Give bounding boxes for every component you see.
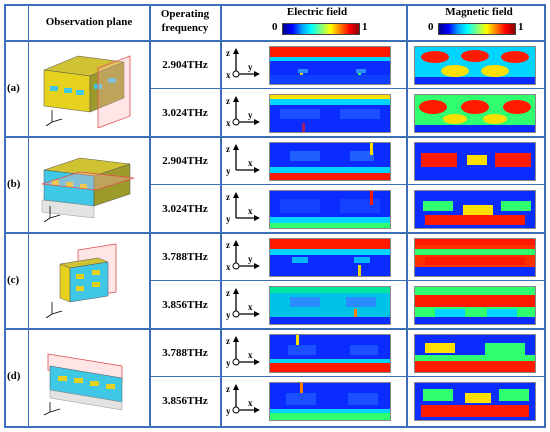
electric-colorbar xyxy=(282,23,360,35)
row-label-a: (a) xyxy=(7,82,20,94)
magnetic-field-map-a-top xyxy=(414,46,536,85)
freq-b-bottom: 3.024THz xyxy=(162,203,208,215)
svg-text:z: z xyxy=(226,288,230,298)
figure-table: Observation plane Operating frequency El… xyxy=(4,4,546,428)
svg-text:x: x xyxy=(226,262,231,272)
svg-text:x: x xyxy=(226,118,231,128)
magnetic-field-map-c-bottom xyxy=(414,286,536,325)
magnetic-field-map-a-bottom xyxy=(414,94,536,133)
axis-indicator-a-top: z x y xyxy=(226,46,262,80)
header-electric-field: Electric field xyxy=(286,6,348,18)
electric-scale-max: 1 xyxy=(362,21,368,33)
svg-text:x: x xyxy=(248,206,253,216)
freq-a-top: 2.904THz xyxy=(162,59,208,71)
electric-field-map-a-top xyxy=(269,46,391,85)
table-border-bottom xyxy=(4,426,546,428)
svg-text:y: y xyxy=(226,310,231,320)
electric-field-map-d-top xyxy=(269,334,391,373)
magnetic-field-map-b-bottom xyxy=(414,190,536,229)
structure-b-image xyxy=(38,144,138,224)
group-separator-1 xyxy=(4,136,546,138)
axis-indicator-c-top: z x y xyxy=(226,238,262,272)
svg-text:z: z xyxy=(226,144,230,154)
magnetic-colorbar xyxy=(438,23,516,35)
electric-field-map-c-bottom xyxy=(269,286,391,325)
header-magnetic-field: Magnetic field xyxy=(445,6,513,18)
subrow-separator-a xyxy=(149,88,546,89)
table-border-left xyxy=(4,4,6,428)
group-separator-2 xyxy=(4,232,546,234)
header-separator xyxy=(4,40,546,42)
axis-indicator-d-bottom: z y x xyxy=(226,382,262,416)
svg-text:y: y xyxy=(226,358,231,368)
axis-indicator-b-top: z y x xyxy=(226,142,262,176)
magnetic-field-map-b-top xyxy=(414,142,536,181)
freq-d-bottom: 3.856THz xyxy=(162,395,208,407)
col-separator-1 xyxy=(28,4,29,428)
svg-text:x: x xyxy=(248,158,253,168)
subrow-separator-d xyxy=(149,376,546,377)
magnetic-field-map-c-top xyxy=(414,238,536,277)
svg-text:y: y xyxy=(226,166,231,176)
header-observation-plane: Observation plane xyxy=(45,16,133,28)
subrow-separator-b xyxy=(149,184,546,185)
table-border-top xyxy=(4,4,546,6)
freq-a-bottom: 3.024THz xyxy=(162,107,208,119)
row-label-c: (c) xyxy=(7,274,20,286)
svg-text:y: y xyxy=(226,406,231,416)
axis-indicator-d-top: z y x xyxy=(226,334,262,368)
freq-d-top: 3.788THz xyxy=(162,347,208,359)
subrow-separator-c xyxy=(149,280,546,281)
svg-text:y: y xyxy=(248,254,253,264)
freq-c-bottom: 3.856THz xyxy=(162,299,208,311)
magnetic-scale-min: 0 xyxy=(428,21,434,33)
axis-indicator-c-bottom: z y x xyxy=(226,286,262,320)
structure-c-image xyxy=(38,240,138,320)
magnetic-field-map-d-bottom xyxy=(414,382,536,421)
magnetic-field-map-d-top xyxy=(414,334,536,373)
electric-field-map-a-bottom xyxy=(269,94,391,133)
svg-text:x: x xyxy=(248,302,253,312)
svg-text:y: y xyxy=(226,214,231,224)
svg-text:x: x xyxy=(226,70,231,80)
freq-c-top: 3.788THz xyxy=(162,251,208,263)
electric-field-map-b-bottom xyxy=(269,190,391,229)
electric-field-map-c-top xyxy=(269,238,391,277)
table-border-right xyxy=(544,4,546,428)
group-separator-3 xyxy=(4,328,546,330)
structure-a-image xyxy=(38,48,138,129)
svg-text:x: x xyxy=(248,350,253,360)
svg-text:z: z xyxy=(226,192,230,202)
svg-text:z: z xyxy=(226,384,230,394)
freq-b-top: 2.904THz xyxy=(162,155,208,167)
header-frequency: frequency xyxy=(161,22,209,34)
svg-text:y: y xyxy=(248,62,253,72)
svg-text:z: z xyxy=(226,240,230,250)
col-separator-2 xyxy=(149,4,151,428)
svg-text:z: z xyxy=(226,96,230,106)
header-operating: Operating xyxy=(160,8,210,20)
electric-scale-min: 0 xyxy=(272,21,278,33)
col-separator-4 xyxy=(406,4,408,428)
svg-text:z: z xyxy=(226,48,230,58)
svg-text:y: y xyxy=(248,110,253,120)
col-separator-3 xyxy=(220,4,222,428)
axis-indicator-a-bottom: z x y xyxy=(226,94,262,128)
electric-field-map-d-bottom xyxy=(269,382,391,421)
structure-d-image xyxy=(38,336,138,416)
svg-text:x: x xyxy=(248,398,253,408)
row-label-d: (d) xyxy=(7,370,21,382)
magnetic-scale-max: 1 xyxy=(518,21,524,33)
axis-indicator-b-bottom: z y x xyxy=(226,190,262,224)
electric-field-map-b-top xyxy=(269,142,391,181)
row-label-b: (b) xyxy=(7,178,21,190)
svg-text:z: z xyxy=(226,336,230,346)
